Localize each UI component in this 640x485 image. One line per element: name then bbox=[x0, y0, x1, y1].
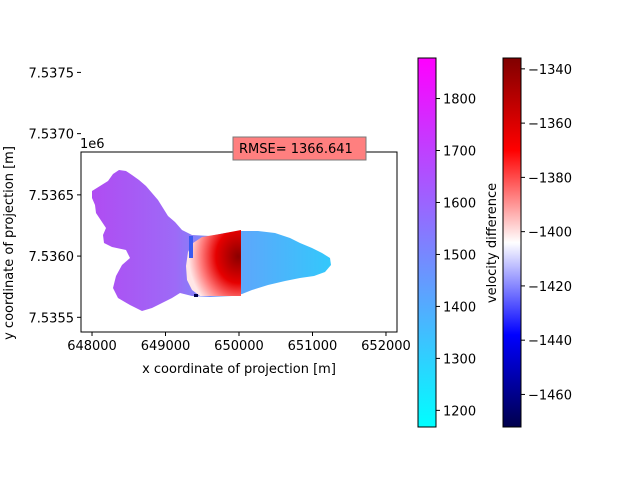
y-tick-label: 7.5355 bbox=[29, 311, 75, 326]
colorbar-tick-label: −1360 bbox=[528, 117, 572, 132]
x-axis-label: x coordinate of projection [m] bbox=[142, 362, 336, 377]
colorbar-velocity bbox=[417, 57, 437, 428]
x-tick-label: 651000 bbox=[288, 339, 338, 354]
colorbar-velocity-difference bbox=[502, 57, 522, 428]
colorbar-tick-label: 1200 bbox=[443, 404, 476, 419]
x-tick-label: 649000 bbox=[141, 339, 191, 354]
colorbar-tick-label: −1440 bbox=[528, 334, 572, 349]
colorbar-velocity-difference-ticks: −1460 −1440 −1420 −1400 −1380 −1360 −1340 bbox=[521, 63, 572, 403]
rmse-box bbox=[232, 136, 367, 161]
colorbar-tick-label: −1420 bbox=[528, 280, 572, 295]
colorbar-tick-label: −1460 bbox=[528, 388, 572, 403]
x-tick-label: 650000 bbox=[214, 339, 264, 354]
y-tick-label: 7.5365 bbox=[29, 189, 75, 204]
colorbar-velocity-difference-label: velocity difference bbox=[485, 183, 500, 303]
rmse-annotation: RMSE= 1366.641 bbox=[239, 142, 353, 157]
difference-patch-edge bbox=[189, 236, 193, 258]
colorbar-tick-label: 1300 bbox=[443, 352, 476, 367]
colorbar-tick-label: −1380 bbox=[528, 171, 572, 186]
colorbar-tick-label: 1700 bbox=[443, 145, 476, 160]
x-tick-label: 648000 bbox=[67, 339, 117, 354]
main-axes bbox=[92, 170, 331, 311]
y-offset-label: 1e6 bbox=[80, 137, 105, 152]
y-tick-label: 7.5360 bbox=[29, 250, 75, 265]
y-tick-label: 7.5375 bbox=[29, 66, 75, 81]
colorbar-tick-label: −1400 bbox=[528, 226, 572, 241]
y-tick-label: 7.5370 bbox=[29, 128, 75, 143]
x-axis-ticks: 648000 649000 650000 651000 652000 bbox=[67, 332, 411, 354]
colorbar-tick-label: 1600 bbox=[443, 196, 476, 211]
y-axis-label: y coordinate of projection [m] bbox=[2, 146, 17, 340]
colorbar-velocity-ticks: 1200 1300 1400 1500 1600 1700 1800 bbox=[436, 93, 476, 419]
colorbar-tick-label: 1400 bbox=[443, 300, 476, 315]
difference-patch bbox=[186, 230, 241, 296]
colorbar-tick-label: −1340 bbox=[528, 63, 572, 78]
difference-patch-speck bbox=[194, 294, 198, 297]
colorbar-tick-label: 1800 bbox=[443, 93, 476, 108]
y-axis-ticks: 7.5355 7.5360 7.5365 7.5370 7.5375 bbox=[29, 66, 81, 326]
colorbar-tick-label: 1500 bbox=[443, 248, 476, 263]
x-tick-label: 652000 bbox=[361, 339, 411, 354]
